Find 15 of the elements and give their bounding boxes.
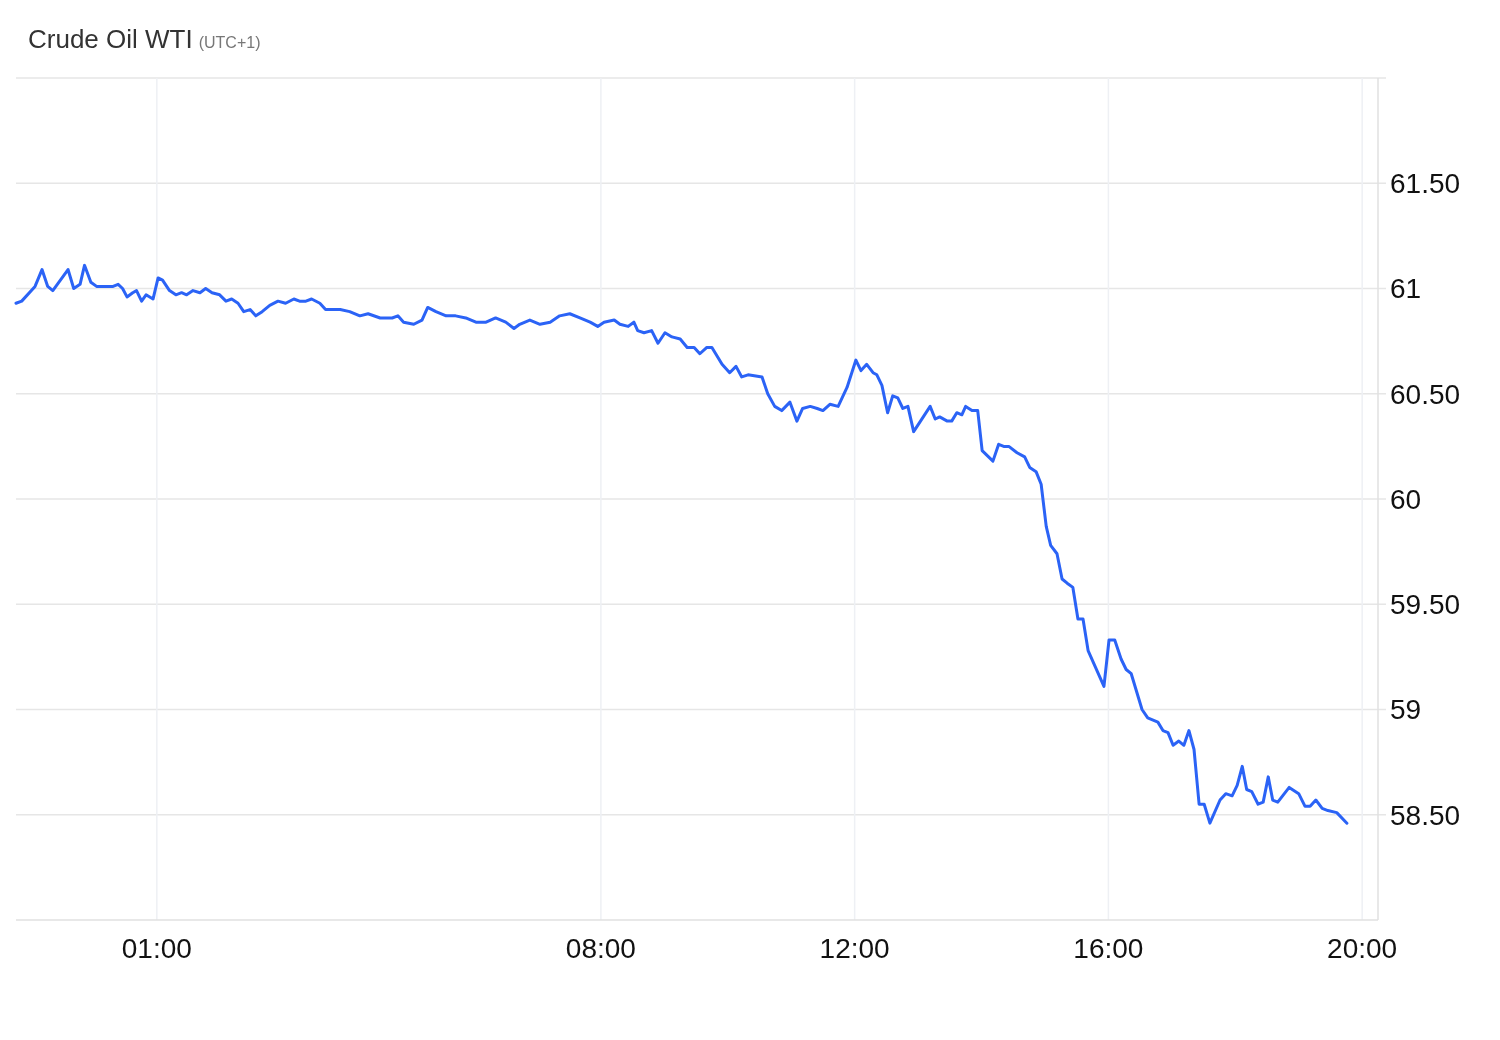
y-tick-label: 60.50 bbox=[1390, 378, 1461, 410]
y-tick-label: 59 bbox=[1390, 694, 1422, 726]
y-tick-label: 58.50 bbox=[1390, 799, 1461, 831]
y-tick-label: 59.50 bbox=[1390, 589, 1461, 621]
y-tick-label: 60 bbox=[1390, 483, 1422, 515]
x-tick-label: 16:00 bbox=[1073, 933, 1144, 964]
x-tick-label: 01:00 bbox=[121, 933, 192, 964]
x-tick-label: 08:00 bbox=[565, 933, 636, 964]
y-tick-label: 61 bbox=[1390, 273, 1422, 305]
line-series bbox=[14, 263, 1349, 825]
chart-title: Crude Oil WTI bbox=[28, 24, 193, 54]
chart-subtitle: (UTC+1) bbox=[198, 34, 261, 51]
y-tick-label: 61.50 bbox=[1390, 168, 1461, 200]
x-tick-label: 20:00 bbox=[1327, 933, 1398, 964]
x-tick-label: 12:00 bbox=[819, 933, 890, 964]
